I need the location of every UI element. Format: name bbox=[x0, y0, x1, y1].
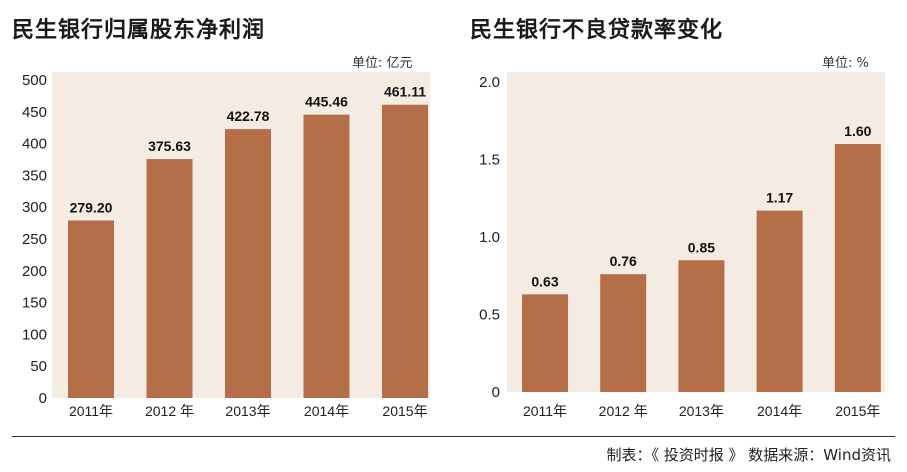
npl-ratio-y-tick-label: 2.0 bbox=[479, 74, 500, 91]
npl-ratio-y-tick-label: 0.5 bbox=[479, 307, 500, 324]
net-profit-data-label: 279.20 bbox=[70, 199, 113, 215]
npl-ratio-bar bbox=[522, 294, 568, 392]
net-profit-y-tick-label: 100 bbox=[22, 326, 47, 343]
npl-ratio-data-label: 0.85 bbox=[688, 239, 715, 255]
net-profit-x-tick-label: 2013年 bbox=[225, 403, 270, 419]
npl-ratio-data-label: 1.60 bbox=[844, 123, 871, 139]
chart-title-npl-ratio: 民生银行不良贷款率变化 bbox=[470, 18, 724, 43]
net-profit-bar bbox=[68, 220, 114, 398]
source-footer: 制表：《 投资时报 》 数据来源：Wind资讯 bbox=[606, 446, 891, 464]
net-profit-x-tick-label: 2012 年 bbox=[145, 403, 194, 419]
npl-ratio-data-label: 0.76 bbox=[610, 253, 637, 269]
net-profit-y-tick-label: 0 bbox=[39, 390, 47, 407]
net-profit-y-tick-label: 300 bbox=[22, 199, 47, 216]
npl-ratio-x-tick-label: 2015年 bbox=[835, 403, 880, 419]
net-profit-x-tick-label: 2014年 bbox=[304, 403, 349, 419]
net-profit-data-label: 445.46 bbox=[305, 94, 348, 110]
net-profit-bar bbox=[146, 159, 193, 398]
footer-divider bbox=[12, 436, 895, 437]
npl-ratio-data-label: 0.63 bbox=[531, 273, 558, 289]
unit-label-npl-ratio: 单位: % bbox=[822, 56, 869, 71]
npl-ratio-data-label: 1.17 bbox=[766, 190, 793, 206]
net-profit-bar bbox=[303, 114, 350, 398]
net-profit-y-tick-label: 350 bbox=[22, 167, 47, 184]
net-profit-y-tick-label: 500 bbox=[22, 72, 47, 89]
net-profit-bar bbox=[225, 129, 271, 398]
net-profit-data-label: 422.78 bbox=[227, 108, 270, 124]
net-profit-y-tick-label: 200 bbox=[22, 263, 47, 280]
net-profit-data-label: 375.63 bbox=[148, 138, 191, 154]
npl-ratio-bar bbox=[600, 274, 647, 392]
net-profit-x-tick-label: 2011年 bbox=[69, 403, 113, 419]
net-profit-y-tick-label: 50 bbox=[30, 358, 47, 375]
net-profit-y-tick-label: 400 bbox=[22, 136, 47, 153]
npl-ratio-y-tick-label: 0 bbox=[492, 384, 500, 401]
net-profit-bar bbox=[382, 104, 428, 398]
npl-ratio-x-tick-label: 2013年 bbox=[679, 403, 724, 419]
unit-label-net-profit: 单位: 亿元 bbox=[352, 56, 413, 71]
npl-ratio-bar bbox=[834, 144, 881, 392]
npl-ratio-y-tick-label: 1.5 bbox=[479, 152, 500, 169]
net-profit-y-tick-label: 450 bbox=[22, 104, 47, 121]
net-profit-y-tick-label: 150 bbox=[22, 295, 47, 312]
npl-ratio-x-tick-label: 2014年 bbox=[757, 403, 802, 419]
net-profit-x-tick-label: 2015年 bbox=[382, 403, 427, 419]
net-profit-data-label: 461.11 bbox=[384, 84, 426, 100]
npl-ratio-bar bbox=[756, 210, 803, 392]
net-profit-y-tick-label: 250 bbox=[22, 231, 47, 248]
npl-ratio-y-tick-label: 1.0 bbox=[479, 229, 500, 246]
chart-title-net-profit: 民生银行归属股东净利润 bbox=[12, 18, 266, 43]
npl-ratio-x-tick-label: 2012 年 bbox=[599, 403, 648, 419]
npl-ratio-x-tick-label: 2011年 bbox=[523, 403, 567, 419]
npl-ratio-bar bbox=[678, 260, 725, 392]
